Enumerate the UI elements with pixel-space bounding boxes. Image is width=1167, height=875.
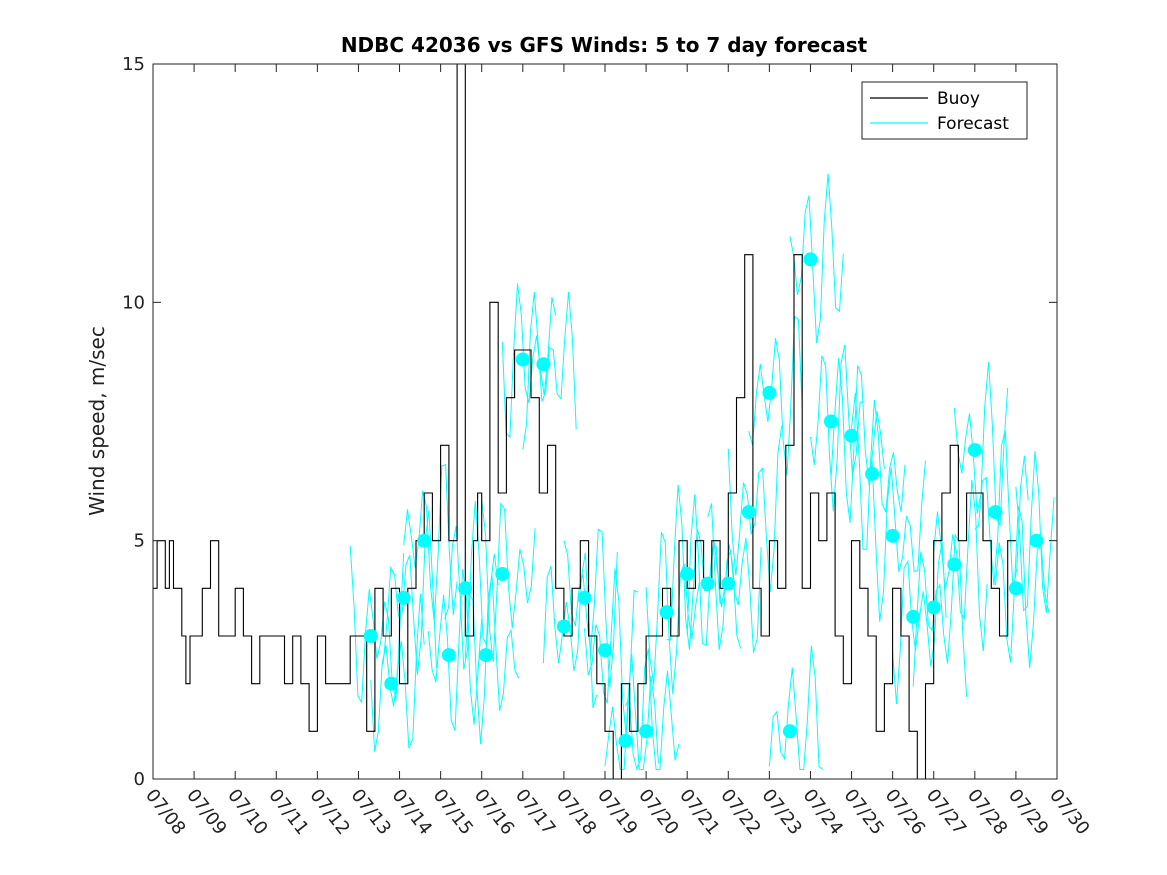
forecast-trace bbox=[871, 460, 926, 622]
forecast-trace bbox=[851, 392, 906, 550]
forecast-point bbox=[618, 733, 633, 748]
y-tick-label: 10 bbox=[122, 292, 145, 313]
forecast-point bbox=[536, 357, 551, 372]
forecast-point bbox=[363, 629, 378, 643]
forecast-point bbox=[865, 466, 880, 481]
legend-box bbox=[861, 81, 1028, 140]
legend-forecast-label: Forecast bbox=[937, 114, 1009, 134]
forecast-trace bbox=[748, 315, 803, 476]
forecast-point bbox=[458, 581, 473, 596]
forecast-point bbox=[947, 557, 962, 572]
forecast-point bbox=[515, 352, 530, 367]
forecast-trace bbox=[604, 653, 659, 770]
forecast-point bbox=[639, 724, 654, 739]
forecast-trace bbox=[912, 533, 968, 697]
y-tick-label: 5 bbox=[134, 531, 145, 552]
forecast-trace bbox=[830, 358, 885, 523]
forecast-point bbox=[967, 443, 982, 458]
forecast-trace bbox=[444, 500, 499, 670]
forecast-point bbox=[885, 528, 900, 543]
forecast-trace bbox=[584, 568, 639, 739]
forecast-trace bbox=[481, 499, 536, 663]
forecast-point bbox=[680, 567, 695, 581]
forecast-point bbox=[417, 533, 432, 548]
y-axis-label: Wind speed, m/sec bbox=[85, 326, 109, 516]
forecast-point bbox=[762, 385, 777, 400]
forecast-point bbox=[988, 505, 1003, 520]
forecast-point bbox=[396, 590, 411, 605]
forecast-point bbox=[556, 619, 571, 634]
forecast-point bbox=[906, 609, 921, 624]
legend-buoy-label: Buoy bbox=[937, 89, 980, 109]
forecast-point bbox=[495, 567, 510, 581]
plot-area bbox=[153, 63, 1055, 780]
forecast-point bbox=[782, 724, 797, 739]
forecast-point bbox=[478, 648, 493, 663]
forecast-point bbox=[844, 428, 859, 443]
forecast-point bbox=[577, 590, 592, 605]
legend: Buoy Forecast bbox=[861, 81, 1028, 140]
forecast-trace bbox=[789, 173, 844, 344]
forecast-point bbox=[1008, 581, 1023, 596]
forecast-point bbox=[384, 676, 399, 691]
forecast-point bbox=[741, 505, 756, 520]
forecast-trace bbox=[933, 479, 988, 652]
forecast-trace bbox=[994, 506, 1050, 669]
buoy-line bbox=[153, 63, 1016, 780]
forecast-trace bbox=[403, 464, 458, 622]
forecast-trace bbox=[707, 503, 762, 653]
forecast-point bbox=[441, 648, 456, 663]
forecast-trace bbox=[768, 645, 824, 770]
forecast-point bbox=[721, 576, 736, 591]
chart-title: NDBC 42036 vs GFS Winds: 5 to 7 day fore… bbox=[341, 33, 868, 57]
forecast-trace bbox=[727, 425, 783, 592]
forecast-trace bbox=[464, 574, 520, 745]
forecast-trace bbox=[563, 528, 618, 688]
forecast-trace bbox=[427, 569, 483, 731]
forecast-point bbox=[1029, 533, 1044, 548]
forecast-trace bbox=[522, 291, 577, 450]
forecast-point bbox=[598, 643, 612, 658]
y-tick-label: 15 bbox=[122, 54, 145, 75]
forecast-trace bbox=[974, 429, 1029, 591]
forecast-trace bbox=[370, 593, 425, 752]
forecast-trace bbox=[810, 344, 864, 512]
forecast-point bbox=[700, 576, 715, 591]
y-tick-label: 0 bbox=[134, 769, 145, 790]
forecast-point bbox=[926, 600, 941, 615]
forecast-trace bbox=[1015, 451, 1055, 613]
forecast-point bbox=[659, 605, 674, 620]
forecast-point bbox=[824, 414, 838, 429]
forecast-point bbox=[803, 252, 818, 267]
